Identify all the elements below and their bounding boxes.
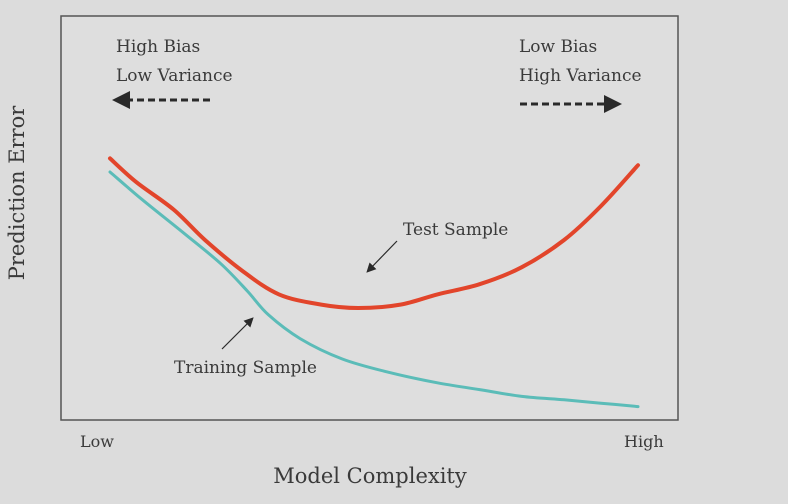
annotation-low-variance: Low Variance bbox=[116, 66, 233, 86]
test-sample-curve bbox=[108, 156, 640, 311]
y-axis-label: Prediction Error bbox=[5, 105, 29, 281]
annotation-high-bias: High Bias bbox=[116, 37, 200, 57]
series-layer bbox=[108, 156, 640, 409]
x-tick-low: Low bbox=[80, 432, 114, 451]
training-sample-curve bbox=[108, 170, 640, 409]
test-sample-pointer bbox=[366, 240, 398, 273]
test-sample-label: Test Sample bbox=[403, 220, 508, 240]
x-tick-high: High bbox=[624, 432, 664, 451]
annotation-low-bias: Low Bias bbox=[519, 37, 597, 57]
training-sample-label: Training Sample bbox=[174, 358, 317, 378]
x-axis-label: Model Complexity bbox=[273, 464, 467, 488]
annotation-high-variance: High Variance bbox=[519, 66, 642, 86]
training-sample-pointer bbox=[221, 317, 254, 350]
